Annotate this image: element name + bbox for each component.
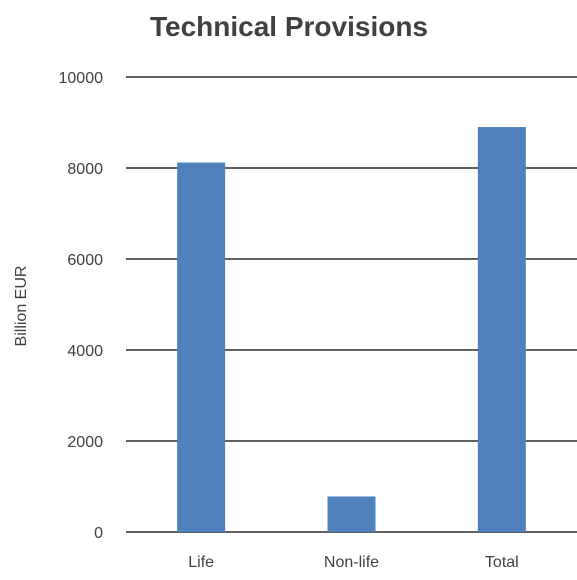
chart-title: Technical Provisions (150, 11, 428, 42)
category-label-non-life: Non-life (324, 554, 379, 571)
bar-non-life (327, 496, 376, 532)
y-axis-label: Billion EUR (13, 266, 30, 347)
category-labels: Life Non-life Total (188, 554, 518, 571)
y-tick-label-8000: 8000 (67, 161, 103, 178)
category-label-total: Total (485, 554, 519, 571)
bar-total (477, 127, 526, 533)
y-tick-label-0: 0 (94, 525, 103, 542)
bar-life (177, 162, 226, 533)
y-tick-label-2000: 2000 (67, 434, 103, 451)
category-label-life: Life (188, 554, 214, 571)
y-tick-label-4000: 4000 (67, 343, 103, 360)
y-tick-label-6000: 6000 (67, 252, 103, 269)
y-tick-label-10000: 10000 (59, 70, 104, 87)
y-tick-labels: 0 2000 4000 6000 8000 10000 (59, 70, 104, 542)
bars (177, 127, 526, 533)
